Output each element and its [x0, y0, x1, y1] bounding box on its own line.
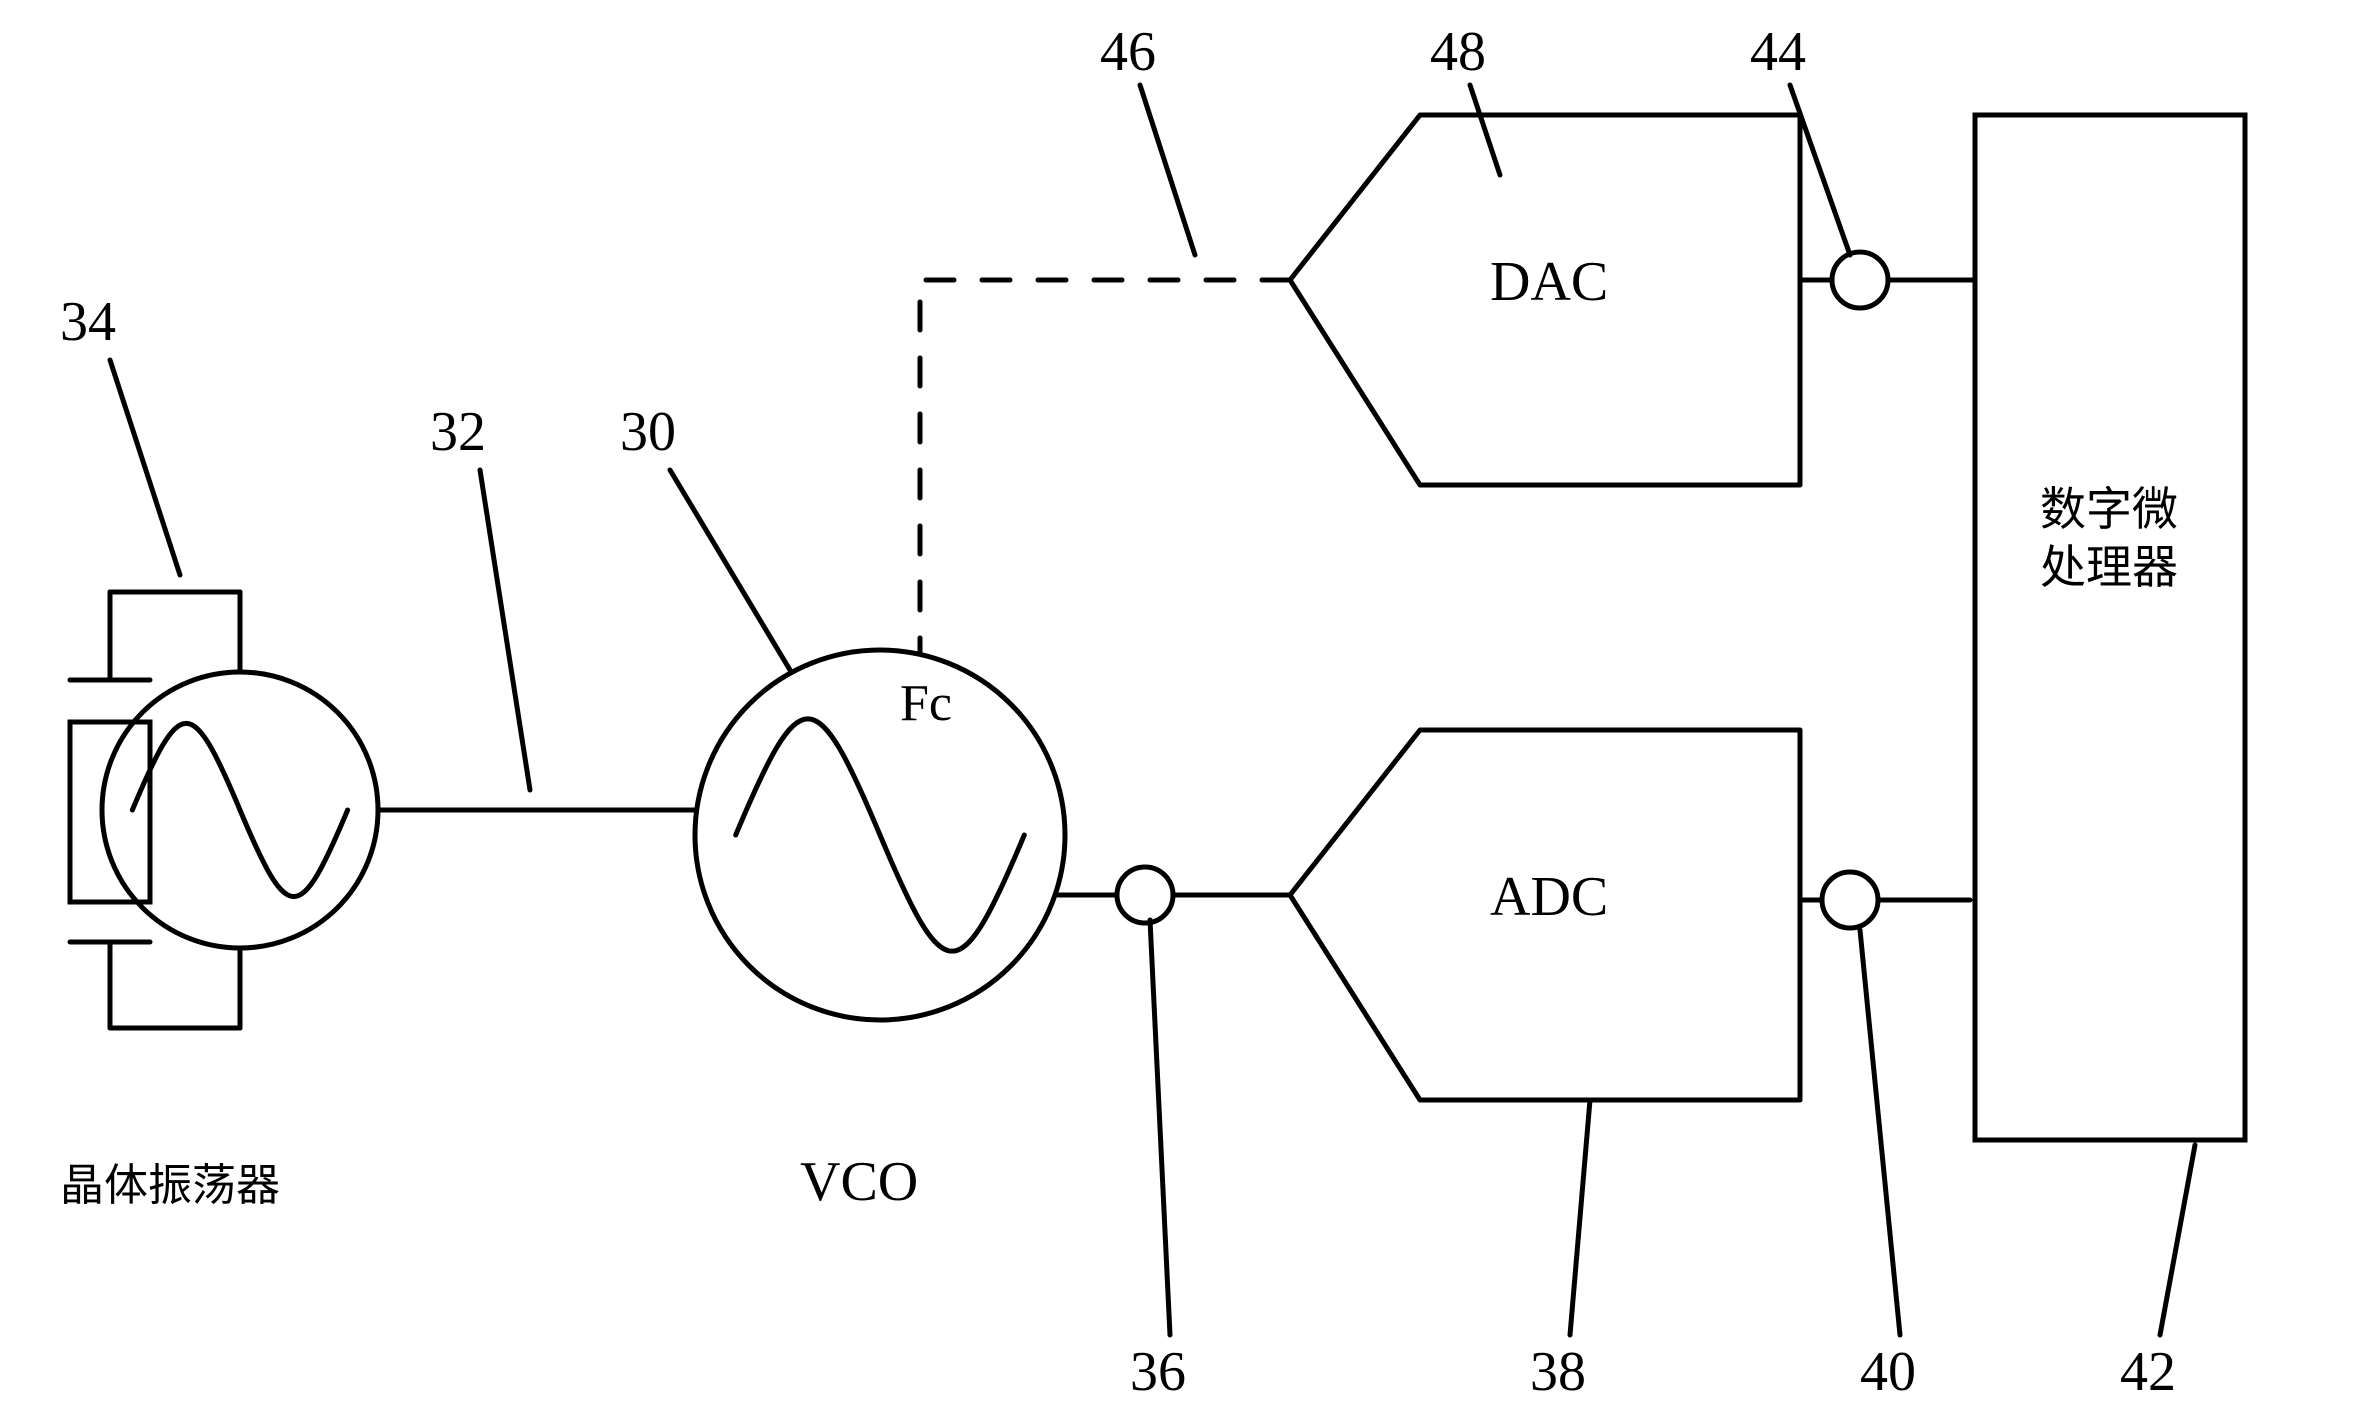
ref-48: 48 [1430, 21, 1486, 83]
ref-36: 36 [1130, 1341, 1186, 1403]
crystal-oscillator-caption: 晶体振荡器 [60, 1161, 280, 1210]
node-40 [1822, 872, 1878, 928]
ref-34: 34 [60, 291, 116, 353]
node-36 [1117, 867, 1173, 923]
crystal-source-sine [132, 723, 347, 896]
processor-rect [1975, 115, 2245, 1140]
crystal-rect [70, 722, 150, 902]
ref-42: 42 [2120, 1341, 2176, 1403]
dac-label: DAC [1490, 251, 1608, 313]
feedback-dashed-46 [920, 280, 1290, 652]
processor-caption-line1: 数字微 [2040, 484, 2178, 535]
processor-caption-line2: 处理器 [2040, 542, 2178, 593]
ref-40: 40 [1860, 1341, 1916, 1403]
ref-32: 32 [430, 401, 486, 463]
node-44 [1832, 252, 1888, 308]
adc-label: ADC [1490, 866, 1608, 928]
ref-38: 38 [1530, 1341, 1586, 1403]
vco-fc-label: Fc [900, 675, 952, 732]
vco-caption: VCO [800, 1151, 918, 1213]
ref-30: 30 [620, 401, 676, 463]
ref-44: 44 [1750, 21, 1806, 83]
vco-sine [736, 719, 1025, 951]
ref-46: 46 [1100, 21, 1156, 83]
